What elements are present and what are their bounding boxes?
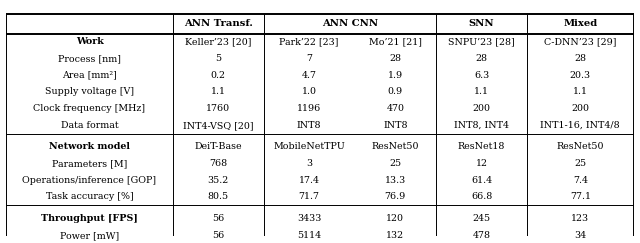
Text: ANN CNN: ANN CNN (322, 19, 378, 28)
Text: 200: 200 (472, 104, 490, 113)
Text: 28: 28 (389, 54, 401, 63)
Text: 77.1: 77.1 (570, 192, 591, 201)
Text: Network model: Network model (49, 142, 130, 151)
Text: Mo’21 [21]: Mo’21 [21] (369, 37, 422, 46)
Text: 35.2: 35.2 (207, 176, 228, 185)
Text: 17.4: 17.4 (298, 176, 319, 185)
Text: 3433: 3433 (297, 214, 321, 223)
Text: 478: 478 (472, 231, 490, 240)
Text: SNPU’23 [28]: SNPU’23 [28] (448, 37, 515, 46)
Text: 1.1: 1.1 (573, 87, 588, 96)
Text: 5: 5 (215, 54, 221, 63)
Text: 71.7: 71.7 (298, 192, 319, 201)
Text: 1.0: 1.0 (301, 87, 317, 96)
Text: 132: 132 (386, 231, 404, 240)
Text: INT8: INT8 (297, 121, 321, 130)
Text: Task accuracy [%]: Task accuracy [%] (45, 192, 133, 201)
Text: 470: 470 (387, 104, 404, 113)
Text: Data format: Data format (61, 121, 118, 130)
Text: 61.4: 61.4 (471, 176, 492, 185)
Text: 123: 123 (572, 214, 589, 223)
Text: 20.3: 20.3 (570, 71, 591, 80)
Text: 80.5: 80.5 (207, 192, 228, 201)
Text: Supply voltage [V]: Supply voltage [V] (45, 87, 134, 96)
Text: 34: 34 (574, 231, 586, 240)
Text: 245: 245 (472, 214, 491, 223)
Text: Power [mW]: Power [mW] (60, 231, 119, 240)
Text: 4.7: 4.7 (301, 71, 317, 80)
Text: 76.9: 76.9 (385, 192, 406, 201)
Text: Throughput [FPS]: Throughput [FPS] (41, 214, 138, 223)
Text: Operations/inference [GOP]: Operations/inference [GOP] (22, 176, 157, 185)
Text: 1.9: 1.9 (388, 71, 403, 80)
Text: ResNet18: ResNet18 (458, 142, 505, 151)
Text: 12: 12 (476, 159, 488, 168)
Text: Clock frequency [MHz]: Clock frequency [MHz] (33, 104, 145, 113)
Text: 25: 25 (389, 159, 401, 168)
Text: Keller’23 [20]: Keller’23 [20] (185, 37, 252, 46)
Text: 0.9: 0.9 (388, 87, 403, 96)
Text: 7.4: 7.4 (573, 176, 588, 185)
Text: Mixed: Mixed (563, 19, 597, 28)
Text: 1.1: 1.1 (474, 87, 489, 96)
Text: 13.3: 13.3 (385, 176, 406, 185)
Text: 1196: 1196 (297, 104, 321, 113)
Text: 120: 120 (387, 214, 404, 223)
Text: 1760: 1760 (206, 104, 230, 113)
Text: ResNet50: ResNet50 (557, 142, 604, 151)
Text: C-DNN’23 [29]: C-DNN’23 [29] (544, 37, 616, 46)
Text: INT8, INT4: INT8, INT4 (454, 121, 509, 130)
Text: 7: 7 (306, 54, 312, 63)
Text: Process [nm]: Process [nm] (58, 54, 121, 63)
Text: Parameters [M]: Parameters [M] (52, 159, 127, 168)
Text: 768: 768 (209, 159, 227, 168)
Text: INT8: INT8 (383, 121, 408, 130)
Text: SNN: SNN (468, 19, 494, 28)
Text: Area [mm²]: Area [mm²] (62, 71, 117, 80)
Text: ANN Transf.: ANN Transf. (184, 19, 253, 28)
Text: 56: 56 (212, 231, 224, 240)
Text: 66.8: 66.8 (471, 192, 492, 201)
Text: 25: 25 (574, 159, 586, 168)
Text: 200: 200 (572, 104, 589, 113)
Text: Park’22 [23]: Park’22 [23] (279, 37, 339, 46)
Text: 6.3: 6.3 (474, 71, 489, 80)
Text: INT4-VSQ [20]: INT4-VSQ [20] (183, 121, 253, 130)
Text: 28: 28 (476, 54, 488, 63)
Text: Work: Work (76, 37, 104, 46)
Text: MobileNetTPU: MobileNetTPU (273, 142, 345, 151)
Text: 1.1: 1.1 (211, 87, 225, 96)
Text: 56: 56 (212, 214, 224, 223)
Text: 0.2: 0.2 (211, 71, 225, 80)
Text: INT1-16, INT4/8: INT1-16, INT4/8 (540, 121, 620, 130)
Text: DeiT-Base: DeiT-Base (195, 142, 242, 151)
Text: 28: 28 (574, 54, 586, 63)
Text: ResNet50: ResNet50 (371, 142, 419, 151)
Text: 5114: 5114 (297, 231, 321, 240)
Text: 3: 3 (306, 159, 312, 168)
